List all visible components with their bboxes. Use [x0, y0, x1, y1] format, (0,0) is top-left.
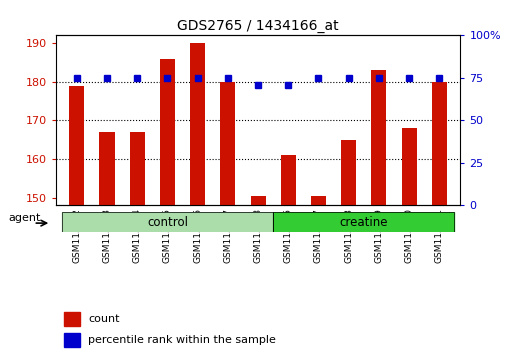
Bar: [69, 86, 84, 205]
Text: agent: agent: [8, 213, 40, 223]
Bar: [431, 82, 446, 205]
Bar: [64, 333, 80, 347]
Bar: [160, 58, 175, 205]
Bar: [371, 70, 386, 205]
Bar: [401, 128, 416, 205]
Bar: [273, 212, 453, 232]
Bar: [310, 196, 325, 205]
Bar: [280, 155, 295, 205]
Bar: [99, 132, 114, 205]
Bar: [273, 212, 453, 232]
Text: creatine: creatine: [339, 216, 387, 229]
Text: percentile rank within the sample: percentile rank within the sample: [88, 335, 275, 345]
Bar: [64, 312, 80, 326]
Bar: [62, 212, 273, 232]
Bar: [190, 43, 205, 205]
Title: GDS2765 / 1434166_at: GDS2765 / 1434166_at: [177, 19, 338, 33]
Bar: [220, 82, 235, 205]
Text: count: count: [88, 314, 119, 324]
Text: control: control: [146, 216, 187, 229]
Bar: [250, 196, 265, 205]
Bar: [62, 212, 273, 232]
Bar: [340, 140, 356, 205]
Bar: [129, 132, 144, 205]
